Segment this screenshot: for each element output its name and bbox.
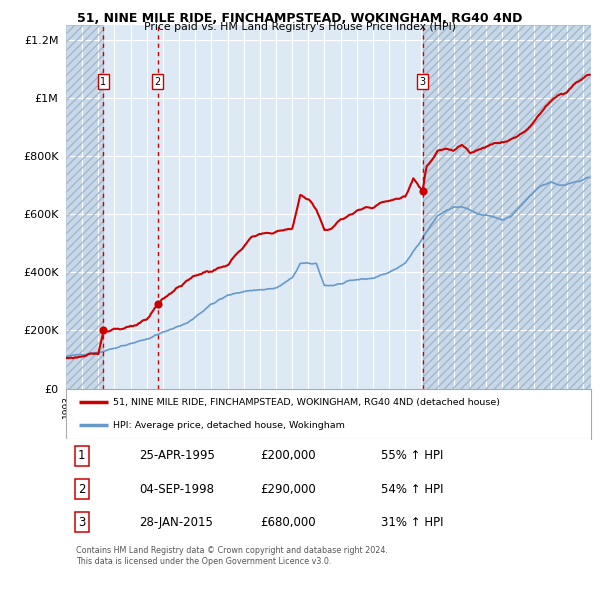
Text: Contains HM Land Registry data © Crown copyright and database right 2024.
This d: Contains HM Land Registry data © Crown c…	[77, 546, 388, 565]
Text: HPI: Average price, detached house, Wokingham: HPI: Average price, detached house, Woki…	[113, 421, 345, 430]
Text: 1: 1	[100, 77, 107, 87]
Text: 2: 2	[78, 483, 86, 496]
Bar	[158, 25, 422, 389]
Text: Price paid vs. HM Land Registry's House Price Index (HPI): Price paid vs. HM Land Registry's House …	[144, 22, 456, 32]
Text: 51, NINE MILE RIDE, FINCHAMPSTEAD, WOKINGHAM, RG40 4ND (detached house): 51, NINE MILE RIDE, FINCHAMPSTEAD, WOKIN…	[113, 398, 500, 407]
Text: 31% ↑ HPI: 31% ↑ HPI	[381, 516, 443, 529]
Text: 1: 1	[78, 450, 86, 463]
Text: £290,000: £290,000	[260, 483, 316, 496]
Text: 55% ↑ HPI: 55% ↑ HPI	[381, 450, 443, 463]
Text: £200,000: £200,000	[260, 450, 316, 463]
Point	[98, 326, 108, 335]
Bar	[66, 25, 103, 389]
Point	[153, 300, 163, 309]
Bar	[103, 25, 158, 389]
Text: 04-SEP-1998: 04-SEP-1998	[139, 483, 215, 496]
Bar	[66, 25, 103, 389]
Text: 25-APR-1995: 25-APR-1995	[139, 450, 215, 463]
Text: 28-JAN-2015: 28-JAN-2015	[139, 516, 214, 529]
Text: 51, NINE MILE RIDE, FINCHAMPSTEAD, WOKINGHAM, RG40 4ND: 51, NINE MILE RIDE, FINCHAMPSTEAD, WOKIN…	[77, 12, 523, 25]
Bar	[422, 25, 591, 389]
Text: 2: 2	[154, 77, 161, 87]
Text: 3: 3	[78, 516, 85, 529]
Text: 3: 3	[419, 77, 426, 87]
Text: £680,000: £680,000	[260, 516, 316, 529]
Bar	[422, 25, 591, 389]
Text: 54% ↑ HPI: 54% ↑ HPI	[381, 483, 443, 496]
Point	[418, 186, 427, 196]
